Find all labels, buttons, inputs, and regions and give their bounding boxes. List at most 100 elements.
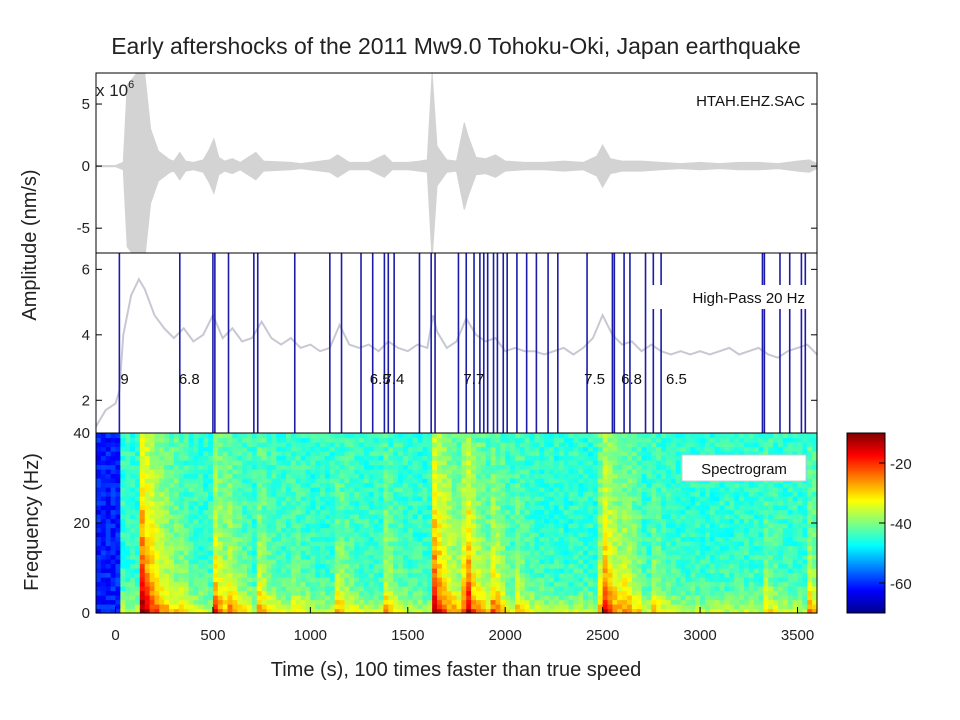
heatmap-cell <box>583 554 589 560</box>
heatmap-cell <box>393 523 399 529</box>
heatmap-cell <box>188 491 195 497</box>
heatmap-cell <box>368 442 375 448</box>
heatmap-cell <box>300 586 307 592</box>
heatmap-cell <box>139 545 146 551</box>
heatmap-cell <box>217 572 224 578</box>
heatmap-cell <box>451 527 458 533</box>
heatmap-cell <box>549 577 555 583</box>
heatmap-cell <box>110 595 117 601</box>
heatmap-cell <box>334 451 341 457</box>
heatmap-cell <box>334 433 341 439</box>
heatmap-cell <box>505 478 511 484</box>
heatmap-cell <box>100 559 107 565</box>
heatmap-cell <box>612 559 618 565</box>
heatmap-cell <box>422 568 428 574</box>
heatmap-cell <box>656 464 662 470</box>
heatmap-cell <box>588 451 594 457</box>
heatmap-cell <box>573 608 579 614</box>
heatmap-cell <box>295 554 302 560</box>
heatmap-cell <box>310 509 316 515</box>
heatmap-cell <box>281 491 287 497</box>
heatmap-cell <box>451 563 458 569</box>
heatmap-cell <box>96 464 102 470</box>
heatmap-cell <box>437 599 443 605</box>
heatmap-cell <box>247 559 253 565</box>
heatmap-cell <box>402 518 409 524</box>
heatmap-cell <box>232 568 238 574</box>
heatmap-cell <box>568 595 575 601</box>
heatmap-cell <box>363 518 370 524</box>
heatmap-cell <box>461 523 467 529</box>
heatmap-cell <box>441 451 448 457</box>
heatmap-cell <box>281 536 287 542</box>
heatmap-cell <box>227 460 233 466</box>
heatmap-cell <box>256 460 263 466</box>
heatmap-cell <box>412 514 419 520</box>
heatmap-cell <box>173 437 180 443</box>
heatmap-cell <box>373 595 380 601</box>
heatmap-cell <box>247 599 253 605</box>
heatmap-cell <box>490 599 497 605</box>
heatmap-cell <box>344 478 350 484</box>
heatmap-cell <box>417 473 423 479</box>
heatmap-cell <box>203 559 209 565</box>
heatmap-cell <box>115 518 121 524</box>
heatmap-cell <box>276 554 282 560</box>
heatmap-cell <box>324 518 331 524</box>
heatmap-cell <box>115 541 121 547</box>
heatmap-cell <box>622 563 628 569</box>
heatmap-cell <box>588 482 594 488</box>
heatmap-cell <box>558 455 565 461</box>
heatmap-cell <box>524 590 531 596</box>
heatmap-cell <box>480 496 487 502</box>
heatmap-cell <box>169 572 175 578</box>
heatmap-cell <box>475 464 482 470</box>
heatmap-cell <box>549 442 555 448</box>
heatmap-cell <box>295 545 302 551</box>
heatmap-cell <box>665 595 672 601</box>
heatmap-cell <box>549 595 555 601</box>
heatmap-cell <box>471 590 477 596</box>
heatmap-cell <box>134 572 141 578</box>
heatmap-cell <box>115 500 121 506</box>
heatmap-cell <box>495 595 501 601</box>
heatmap-cell <box>573 451 579 457</box>
heatmap-cell <box>344 518 350 524</box>
heatmap-cell <box>266 446 272 452</box>
heatmap-cell <box>510 554 516 560</box>
heatmap-cell <box>305 568 311 574</box>
heatmap-cell <box>446 473 453 479</box>
heatmap-cell <box>661 563 667 569</box>
heatmap-cell <box>173 586 180 592</box>
heatmap-cell <box>563 545 570 551</box>
heatmap-cell <box>675 482 682 488</box>
heatmap-cell <box>276 487 282 493</box>
heatmap-cell <box>500 442 506 448</box>
heatmap-cell <box>641 433 648 439</box>
heatmap-cell <box>417 500 423 506</box>
heatmap-cell <box>120 568 126 574</box>
heatmap-cell <box>402 496 409 502</box>
heatmap-cell <box>110 532 117 538</box>
heatmap-cell <box>402 586 409 592</box>
heatmap-cell <box>329 433 336 439</box>
heatmap-cell <box>271 608 277 614</box>
heatmap-cell <box>139 577 146 583</box>
heatmap-cell <box>563 559 570 565</box>
heatmap-cell <box>300 550 307 556</box>
heatmap-cell <box>422 586 428 592</box>
heatmap-cell <box>178 437 185 443</box>
heatmap-cell <box>310 482 316 488</box>
heatmap-cell <box>315 595 321 601</box>
heatmap-cell <box>188 500 195 506</box>
heatmap-cell <box>612 437 618 443</box>
heatmap-cell <box>495 473 501 479</box>
heatmap-cell <box>685 442 691 448</box>
heatmap-cell <box>514 442 521 448</box>
heatmap-cell <box>432 455 438 461</box>
heatmap-cell <box>359 451 365 457</box>
heatmap-cell <box>549 590 555 596</box>
heatmap-cell <box>646 554 652 560</box>
heatmap-cell <box>407 590 414 596</box>
heatmap-cell <box>247 496 253 502</box>
